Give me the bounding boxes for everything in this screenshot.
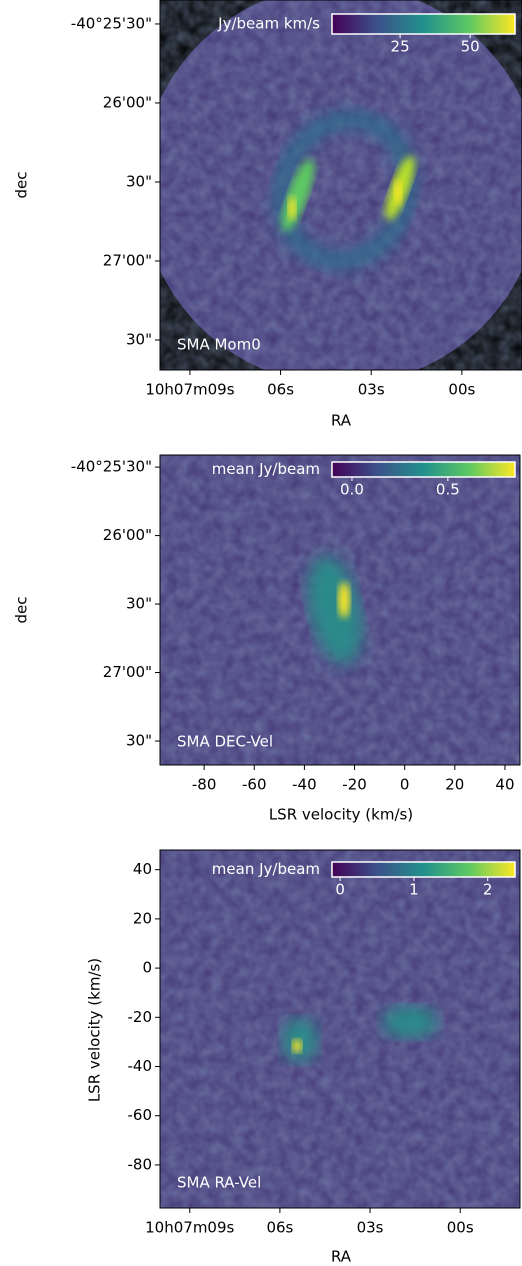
y-tick-label: 0 [142, 959, 152, 977]
image-feature [394, 180, 402, 204]
x-tick-label: 00s [448, 381, 475, 399]
image-feature [292, 1039, 302, 1053]
y-tick-label: -80 [128, 1155, 153, 1173]
y-tick-label: 30" [126, 595, 152, 613]
y-tick-label: 26'00" [103, 526, 152, 544]
colorbar-tick-label: 50 [461, 38, 480, 56]
image [160, 455, 520, 765]
colorbar-tick-label: 2 [483, 881, 493, 899]
colorbar [331, 861, 516, 878]
x-axis-label: RA [331, 412, 352, 430]
x-tick-label: 10h07m09s [145, 381, 234, 399]
plot-frame [159, 454, 521, 766]
y-tick-label: 30" [126, 172, 152, 190]
y-tick-label: 40 [133, 860, 152, 878]
colorbar [331, 13, 516, 35]
y-tick-label: 30" [126, 732, 152, 750]
y-tick-label: 20 [133, 909, 152, 927]
x-tick-label: -60 [242, 776, 267, 794]
x-tick-label: 03s [357, 1219, 384, 1237]
x-tick-label: 20 [445, 776, 464, 794]
y-tick-label: -40°25'30" [71, 458, 152, 476]
y-tick-label: 26'00" [103, 93, 152, 111]
x-tick-label: 00s [447, 1219, 474, 1237]
image-feature [382, 1006, 438, 1038]
y-tick-label: 27'00" [103, 251, 152, 269]
x-tick-label: 06s [267, 381, 294, 399]
annotation: SMA DEC-Vel [177, 733, 273, 751]
image [160, 850, 520, 1208]
image-feature [274, 112, 416, 268]
plot-frame [159, 849, 521, 1209]
x-tick-label: -40 [292, 776, 317, 794]
x-tick-label: 40 [495, 776, 514, 794]
x-axis-label: LSR velocity (km/s) [269, 806, 413, 824]
y-tick-label: -20 [128, 1008, 153, 1026]
image-feature [288, 196, 296, 220]
colorbar-label: mean Jy/beam [212, 460, 320, 478]
image-feature [282, 1018, 318, 1062]
y-axis-label: LSR velocity (km/s) [86, 958, 104, 1102]
x-tick-label: 06s [266, 1219, 293, 1237]
colorbar-tick-label: 1 [409, 881, 419, 899]
image-feature [308, 555, 362, 665]
colorbar-tick-label: 0 [335, 881, 345, 899]
y-tick-label: 27'00" [103, 663, 152, 681]
colorbar [331, 461, 516, 478]
x-tick-label: 0 [400, 776, 410, 794]
annotation: SMA RA-Vel [177, 1174, 261, 1192]
image-noise [160, 850, 520, 1208]
x-tick-label: -20 [342, 776, 367, 794]
y-tick-label: -40 [128, 1057, 153, 1075]
image-feature [338, 582, 350, 618]
x-tick-label: 10h07m09s [145, 1219, 234, 1237]
y-axis-label: dec [13, 597, 31, 624]
colorbar-tick-label: 25 [391, 38, 410, 56]
annotation: SMA Mom0 [177, 336, 261, 354]
x-axis-label: RA [331, 1248, 352, 1266]
y-tick-label: -40°25'30" [71, 14, 152, 32]
colorbar-tick-label: 0.5 [436, 481, 460, 499]
plot-frame [159, 0, 522, 371]
colorbar-label: mean Jy/beam [212, 860, 320, 878]
colorbar-label: Jy/beam km/s [217, 15, 320, 33]
x-tick-label: 03s [358, 381, 385, 399]
image-noise [160, 0, 522, 370]
y-tick-label: -60 [128, 1106, 153, 1124]
image [160, 0, 522, 370]
colorbar-tick-label: 0.0 [340, 481, 364, 499]
y-tick-label: 30" [126, 330, 152, 348]
x-tick-label: -80 [192, 776, 217, 794]
y-axis-label: dec [13, 172, 31, 199]
